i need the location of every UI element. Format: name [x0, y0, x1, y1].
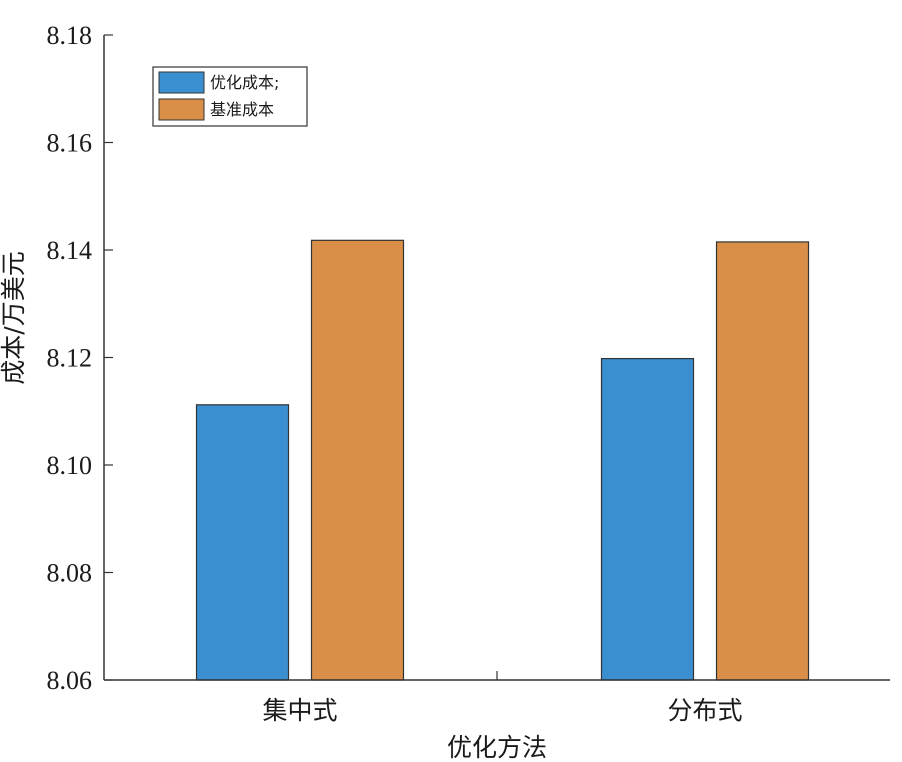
x-axis-label: 优化方法: [447, 733, 547, 762]
legend: 优化成本; 基准成本: [152, 66, 308, 127]
x-tick-label-distributed: 分布式: [667, 696, 742, 725]
legend-swatch-baseline-cost: [158, 98, 205, 121]
y-tick-label: 8.10: [47, 451, 93, 480]
legend-label-optimized-cost: 优化成本;: [210, 73, 279, 92]
y-tick-label: 8.08: [47, 559, 93, 588]
y-tick-label: 8.06: [47, 666, 93, 695]
y-tick-label: 8.12: [47, 344, 93, 373]
x-tick-label-centralized: 集中式: [262, 696, 337, 725]
y-ticks-group: 8.06 8.08 8.10 8.12 8.14 8.16 8.18: [47, 21, 113, 695]
y-tick-label: 8.16: [47, 129, 93, 158]
bar-baseline-cost-distributed: [715, 241, 810, 681]
legend-swatch-optimized-cost: [158, 71, 205, 94]
y-tick-label: 8.14: [47, 236, 93, 265]
bar-optimized-cost-distributed: [600, 357, 695, 681]
bar-optimized-cost-centralized: [195, 404, 290, 681]
bar-baseline-cost-centralized: [310, 239, 405, 681]
bars-group: [195, 239, 810, 681]
y-tick-label: 8.18: [47, 21, 93, 50]
y-axis-label: 成本/万美元: [0, 251, 28, 384]
legend-label-baseline-cost: 基准成本: [210, 100, 274, 119]
